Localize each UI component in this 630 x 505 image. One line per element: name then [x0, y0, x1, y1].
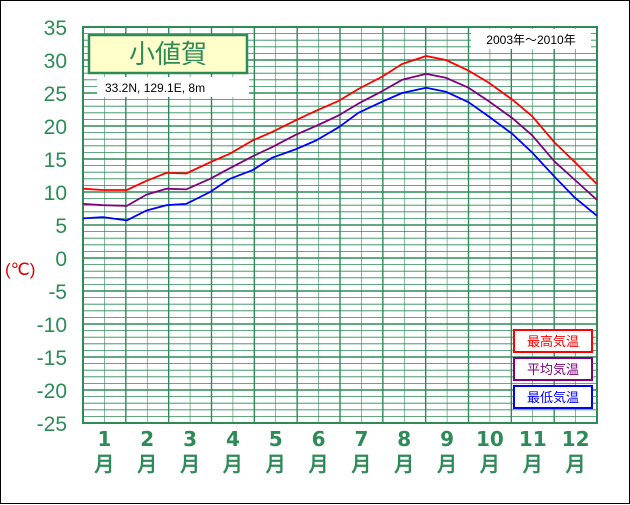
y-tick-label: -10	[37, 314, 67, 337]
month-suffix-label: 月	[479, 452, 500, 476]
month-number-label: 7	[354, 427, 368, 451]
series-lines	[82, 55, 598, 222]
month-suffix-label: 月	[136, 452, 157, 476]
y-tick-label: 5	[55, 215, 67, 238]
month-suffix-label: 月	[179, 452, 200, 476]
month-number-label: 11	[519, 427, 547, 451]
chart-title: 小値賀	[129, 40, 207, 70]
month-suffix-label: 月	[222, 452, 243, 476]
period-box: 2003年〜2010年	[471, 29, 591, 49]
y-tick-label: 25	[44, 83, 67, 106]
month-number-label: 9	[440, 427, 454, 451]
legend-swatch	[513, 329, 593, 353]
y-tick-label: -15	[37, 347, 67, 370]
y-tick-label: 10	[44, 182, 67, 205]
y-axis-ticks: 35 30 25 20 15 10 5 0 -5 -10 -15 -20 -25	[37, 17, 67, 436]
y-tick-label: -5	[48, 281, 67, 304]
month-suffix-label: 月	[350, 452, 371, 476]
y-tick-label: 30	[44, 50, 67, 73]
month-number-label: 8	[397, 427, 411, 451]
legend-label: 平均気温	[527, 362, 579, 378]
legend-label: 最高気温	[527, 334, 579, 350]
series-line	[82, 86, 598, 222]
month-number-label: 4	[226, 427, 240, 451]
location-box: 33.2N, 129.1E, 8m	[97, 77, 249, 97]
month-number-label: 10	[476, 427, 504, 451]
legend-swatch	[513, 357, 593, 381]
month-number-label: 12	[562, 427, 590, 451]
grid	[82, 26, 598, 424]
month-number-label: 5	[269, 427, 283, 451]
series-line	[82, 55, 598, 191]
y-tick-label: -20	[37, 380, 67, 403]
y-tick-label: -25	[37, 413, 67, 436]
month-suffix-label: 月	[436, 452, 457, 476]
period-label: 2003年〜2010年	[486, 33, 575, 47]
y-tick-label: 0	[55, 248, 67, 271]
title-box: 小値賀	[87, 33, 249, 75]
y-tick-label: 20	[44, 116, 67, 139]
y-tick-label: 15	[44, 149, 67, 172]
month-suffix-label: 月	[522, 452, 543, 476]
month-suffix-label: 月	[393, 452, 414, 476]
month-suffix-label: 月	[308, 452, 329, 476]
month-number-label: 1	[97, 427, 111, 451]
y-axis-unit: (℃)	[5, 260, 35, 279]
month-suffix-label: 月	[93, 452, 114, 476]
legend-label: 最低気温	[527, 390, 579, 406]
series-line	[82, 73, 598, 207]
y-tick-label: 35	[44, 17, 67, 40]
month-suffix-label: 月	[265, 452, 286, 476]
month-number-label: 6	[312, 427, 326, 451]
month-suffix-label: 月	[565, 452, 586, 476]
location-info: 33.2N, 129.1E, 8m	[105, 81, 205, 95]
month-number-label: 3	[183, 427, 197, 451]
month-number-label: 2	[140, 427, 154, 451]
legend-swatch	[513, 385, 593, 409]
